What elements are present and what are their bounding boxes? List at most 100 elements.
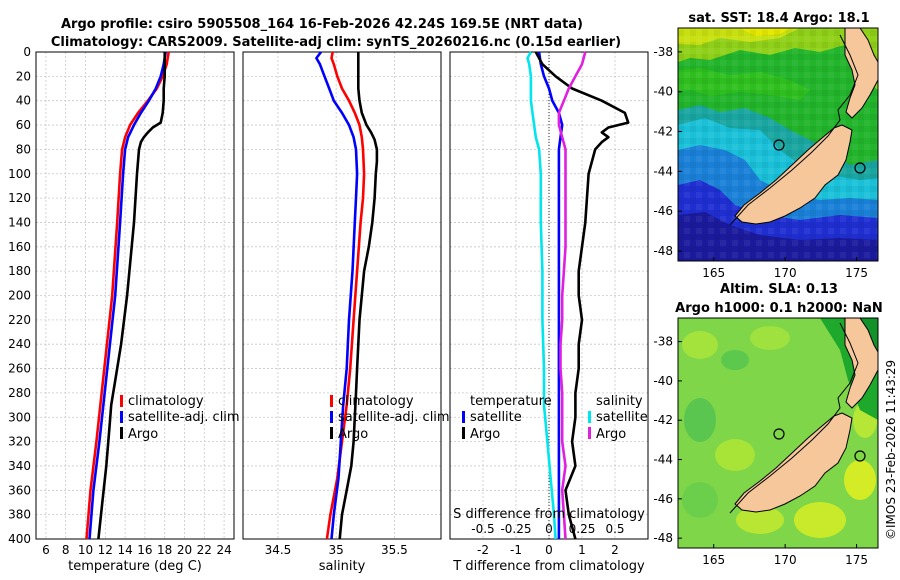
- figure-title-line1: Argo profile: csiro 5905508_164 16-Feb-2…: [61, 17, 583, 32]
- lat-tick-label: -42: [653, 413, 673, 427]
- nz-north-island-landmass: [844, 27, 879, 119]
- difference-series: [526, 51, 630, 540]
- depth-tick-label: 20: [16, 69, 31, 83]
- depth-tick-label: 360: [8, 483, 31, 497]
- sla-south-island-landmass: [734, 412, 853, 513]
- x-tick-label: 35: [329, 543, 344, 557]
- x-tick-label: 34.5: [265, 543, 292, 557]
- legend-argo-label: Argo: [338, 427, 368, 442]
- lon-tick-label: 175: [845, 266, 868, 280]
- depth-tick-label: 320: [8, 435, 31, 449]
- series-line-satellite-adj-clim: [88, 51, 167, 540]
- sst-eddy-contour: [854, 162, 866, 174]
- legend-t-satellite-label: satellite: [470, 410, 522, 425]
- x-tick-label: 24: [216, 543, 231, 557]
- depth-tick-label: 60: [16, 118, 31, 132]
- x-tick-label: -2: [477, 543, 489, 557]
- sla-lat-tick-labels: -38 -40 -42 -44 -46 -48: [653, 335, 682, 545]
- legend-t-argo-label: Argo: [470, 427, 500, 442]
- s-difference-tick-labels: -0.5 -0.25 0 0.25 0.5: [471, 522, 624, 536]
- lon-tick-label: 170: [774, 553, 797, 567]
- lat-tick-label: -46: [653, 204, 673, 218]
- lon-tick-label: 165: [702, 266, 725, 280]
- x-tick-label: 10: [78, 543, 93, 557]
- legend-t-satellite-swatch: [462, 411, 465, 423]
- legend-climatology-swatch: [330, 395, 333, 407]
- depth-tick-label: 300: [8, 410, 31, 424]
- lat-tick-label: -44: [653, 453, 673, 467]
- depth-tick-label: 0: [23, 45, 31, 59]
- depth-tick-label: 160: [8, 240, 31, 254]
- depth-tick-labels: 0 20 40 60 80 100 120 140 160 180 200 220 240 260 280 3…: [8, 45, 31, 546]
- sst-map-title: sat. SST: 18.4 Argo: 18.1: [688, 11, 869, 26]
- depth-tick-label: 100: [8, 167, 31, 181]
- lat-tick-label: -48: [653, 531, 673, 545]
- x-tick-label: 22: [197, 543, 212, 557]
- t-difference-xlabel: T difference from climatology: [452, 559, 645, 574]
- salinity-axes-frame: [242, 51, 442, 540]
- series-line-temperature-argo: [534, 51, 630, 540]
- argo-position-marker: [773, 139, 785, 151]
- legend-satellite-swatch: [330, 411, 333, 423]
- lat-tick-label: -38: [653, 45, 673, 59]
- series-line-argo: [97, 52, 166, 540]
- x-tick-label: 2: [611, 543, 619, 557]
- sst-lat-tick-labels: -38 -40 -42 -44 -46 -48: [653, 45, 682, 258]
- s-difference-tick-label: 0.5: [605, 522, 624, 536]
- lat-tick-label: -40: [653, 85, 673, 99]
- s-difference-tick-label: 0.25: [569, 522, 596, 536]
- series-line-argo: [338, 52, 379, 540]
- depth-tick-label: 200: [8, 289, 31, 303]
- imos-timestamp-label: ©IMOS 23-Feb-2026 11:43:29: [884, 359, 898, 540]
- x-tick-label: -1: [510, 543, 522, 557]
- salinity-legend: climatology satellite-adj. clim Argo: [330, 394, 450, 442]
- depth-tick-label: 280: [8, 386, 31, 400]
- sst-map-frame: [677, 27, 879, 262]
- legend-t-argo-swatch: [462, 427, 465, 439]
- lon-tick-label: 170: [774, 266, 797, 280]
- series-line-temperature-satellite: [537, 51, 564, 539]
- sla-north-island-landmass: [844, 317, 879, 409]
- legend-satellite-swatch: [120, 411, 123, 423]
- lon-tick-label: 165: [702, 553, 725, 567]
- legend-argo-label: Argo: [128, 427, 158, 442]
- legend-satellite-label: satellite-adj. clim: [128, 410, 240, 425]
- temperature-legend: climatology satellite-adj. clim Argo: [120, 394, 240, 442]
- temperature-series: [85, 51, 170, 540]
- lon-tick-label: 175: [845, 553, 868, 567]
- x-tick-label: 18: [157, 543, 172, 557]
- sst-lon-tick-labels: 165 170 175: [702, 257, 868, 280]
- legend-climatology-swatch: [120, 395, 123, 407]
- sst-heatmap-field: [678, 27, 879, 261]
- x-tick-label: 0: [545, 543, 553, 557]
- sla-map-frame: [677, 317, 879, 549]
- depth-tick-label: 260: [8, 362, 31, 376]
- x-tick-label: 16: [137, 543, 152, 557]
- x-tick-label: 12: [98, 543, 113, 557]
- legend-s-argo-swatch: [588, 427, 591, 439]
- legend-climatology-label: climatology: [338, 394, 414, 409]
- sla-map-panel: Altim. SLA: 0.13 Argo h1000: 0.1 h2000: …: [653, 282, 882, 567]
- temperature-xlabel: temperature (deg C): [68, 559, 202, 574]
- x-tick-label: 6: [42, 543, 50, 557]
- legend-s-satellite-swatch: [588, 411, 591, 423]
- legend-salinity-title: salinity: [596, 394, 643, 409]
- depth-tick-label: 220: [8, 313, 31, 327]
- sla-heatmap-field: [678, 317, 879, 548]
- temperature-axes-frame: [35, 51, 235, 540]
- s-difference-tick-label: 0: [545, 522, 553, 536]
- salinity-xlabel: salinity: [319, 559, 366, 574]
- salinity-tick-labels: 34.5 35 35.5: [265, 543, 408, 557]
- sla-map-title-line1: Altim. SLA: 0.13: [720, 282, 838, 297]
- series-line-satellite-adj-clim: [315, 51, 359, 540]
- series-line-climatology: [85, 51, 170, 540]
- salinity-panel: 34.5 35 35.5 salinity climatology satellit…: [242, 51, 450, 574]
- legend-argo-swatch: [330, 427, 333, 439]
- x-tick-label: 8: [62, 543, 70, 557]
- s-difference-tick-label: -0.5: [471, 522, 494, 536]
- difference-legend: temperature satellite Argo salinity sate…: [462, 394, 648, 442]
- difference-panel: -2 -1 0 1 2 -0.5 -0.25 0 0.25 0.5 S difference f…: [449, 51, 649, 574]
- sla-bathymetry-contour: [729, 322, 859, 514]
- temperature-panel: 0 20 40 60 80 100 120 140 160 180 200 220 240 260 280 3…: [8, 45, 240, 574]
